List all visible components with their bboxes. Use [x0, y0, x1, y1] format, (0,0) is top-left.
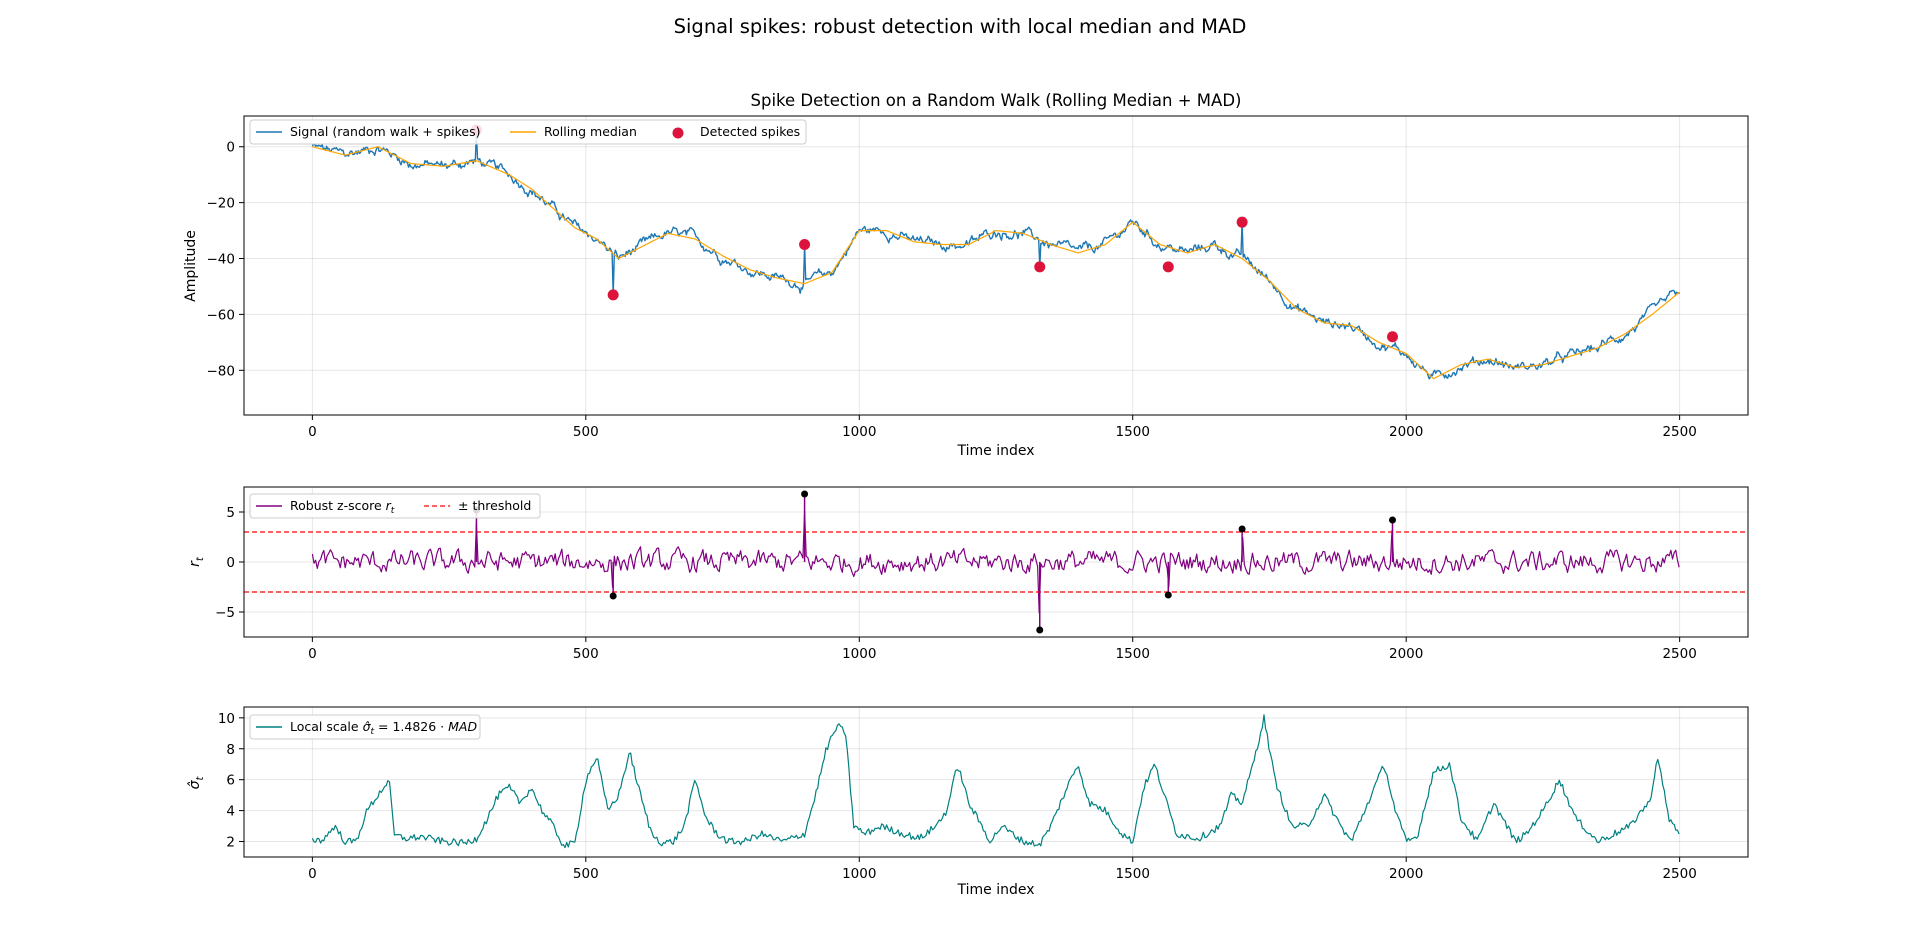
x-tick-label: 500 — [573, 866, 599, 882]
detected-spike-point — [1034, 261, 1046, 273]
spike-stem-marker — [1389, 516, 1397, 524]
x-tick-label: 2000 — [1389, 646, 1423, 662]
rolling-median-line — [312, 146, 1680, 380]
signal-panel-xlabel: Time index — [956, 443, 1034, 459]
detected-spike-point — [1387, 331, 1399, 343]
zscore-panel-ylabel: rt — [187, 556, 206, 567]
legend-median-label: Rolling median — [544, 124, 637, 139]
signal-panel-title: Spike Detection on a Random Walk (Rollin… — [751, 91, 1242, 110]
y-tick-label: 8 — [226, 742, 235, 758]
axes-frame — [243, 486, 1749, 638]
x-tick-label: 1000 — [842, 866, 876, 882]
y-tick-label: 0 — [226, 555, 235, 571]
legend-spike-label: Detected spikes — [700, 124, 800, 139]
y-tick-label: 10 — [218, 711, 235, 727]
y-tick-label: 2 — [226, 835, 235, 851]
legend-frame — [249, 714, 481, 740]
signal-panel-ylabel: Amplitude — [183, 230, 199, 302]
spike-stem-marker — [1238, 525, 1246, 533]
y-tick-label: 4 — [226, 804, 235, 820]
x-tick-label: 1000 — [842, 424, 876, 440]
x-tick-label: 2000 — [1389, 424, 1423, 440]
y-tick-label: −40 — [207, 252, 236, 268]
detected-spike-point — [1236, 216, 1248, 228]
figure-suptitle: Signal spikes: robust detection with loc… — [674, 15, 1247, 38]
scale-panel-legend: Local scale σ̂t = 1.4826 · MAD — [249, 714, 481, 740]
scale-panel-xlabel: Time index — [956, 882, 1034, 898]
x-tick-label: 1500 — [1116, 424, 1150, 440]
axes-frame — [243, 115, 1749, 416]
zscore-panel-legend: Robust z-score rt ± threshold — [249, 493, 541, 519]
legend-frame — [249, 493, 541, 519]
scale-panel-ylabel: σ̂t — [187, 776, 206, 790]
zscore-panel: 0 500 1000 1500 2000 2500 5 0 −5 — [215, 486, 1749, 662]
axes-frame — [243, 706, 1749, 858]
signal-line — [311, 129, 1680, 380]
spike-stem-marker — [1036, 626, 1044, 634]
spike-stem-marker — [1164, 591, 1172, 599]
spike-stem-marker — [801, 490, 809, 498]
y-tick-label: −80 — [207, 363, 236, 379]
x-tick-label: 0 — [308, 866, 317, 882]
detected-spike-point — [607, 289, 619, 301]
x-tick-label: 1000 — [842, 646, 876, 662]
signal-panel-legend: Signal (random walk + spikes) Rolling me… — [249, 119, 807, 145]
x-tick-label: 2500 — [1662, 866, 1696, 882]
legend-signal-label: Signal (random walk + spikes) — [290, 124, 481, 139]
x-tick-label: 0 — [308, 424, 317, 440]
legend-zscore-label: Robust z-score rt — [290, 498, 395, 516]
y-tick-label: 0 — [226, 140, 235, 156]
y-tick-label: 6 — [226, 773, 235, 789]
zscore-line — [311, 510, 1680, 614]
grid-lines — [244, 707, 1748, 857]
signal-panel: 0 500 1000 1500 2000 2500 0 −20 −40 −60 −80 — [207, 115, 1749, 440]
x-tick-label: 500 — [573, 646, 599, 662]
x-tick-label: 500 — [573, 424, 599, 440]
x-tick-label: 2500 — [1662, 424, 1696, 440]
y-tick-label: −60 — [207, 307, 236, 323]
detected-spike-point — [799, 239, 811, 251]
x-tick-label: 0 — [308, 646, 317, 662]
grid-lines — [244, 116, 1748, 415]
x-tick-label: 1500 — [1116, 646, 1150, 662]
y-tick-label: −20 — [207, 196, 236, 212]
legend-threshold-label: ± threshold — [458, 498, 531, 513]
x-tick-label: 1500 — [1116, 866, 1150, 882]
legend-scale-label: Local scale σ̂t = 1.4826 · MAD — [290, 719, 477, 737]
y-tick-label: 5 — [226, 505, 235, 521]
scale-panel: 0 500 1000 1500 2000 2500 10 8 6 4 2 — [218, 706, 1749, 882]
x-tick-label: 2000 — [1389, 866, 1423, 882]
local-scale-line — [311, 714, 1680, 849]
y-tick-label: −5 — [215, 605, 235, 621]
spike-stem-marker — [609, 592, 617, 600]
legend-spike-swatch — [672, 127, 684, 139]
detected-spike-point — [1162, 261, 1174, 273]
x-tick-label: 2500 — [1662, 646, 1696, 662]
